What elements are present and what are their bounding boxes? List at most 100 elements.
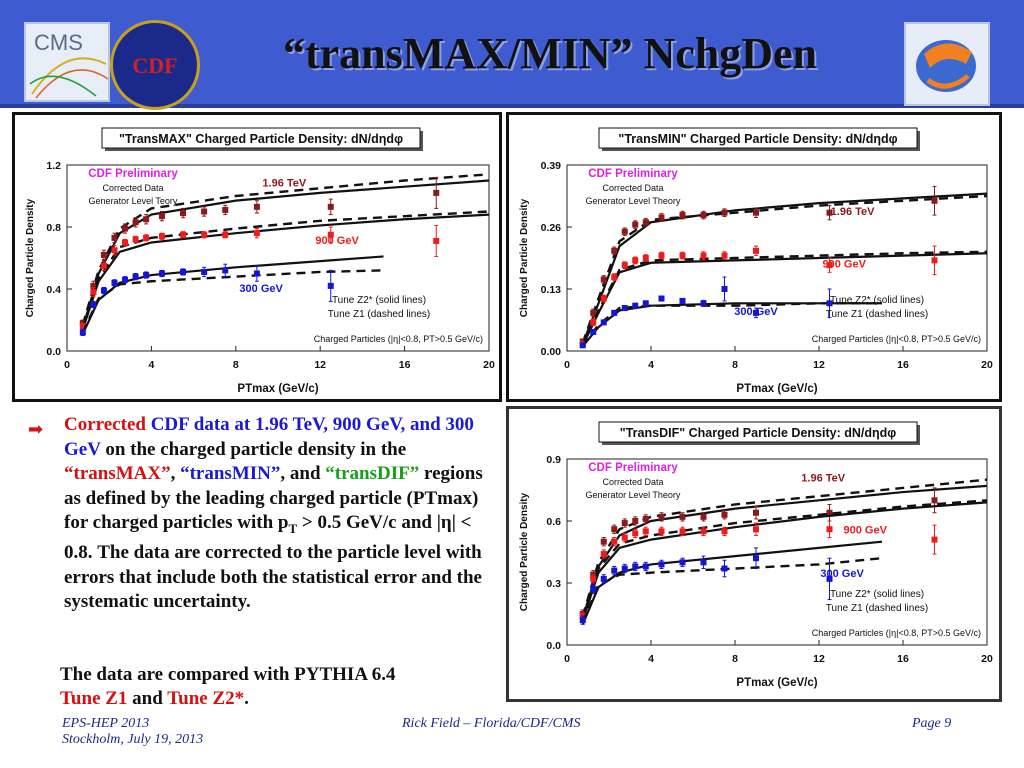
data-point	[611, 309, 618, 316]
data-point	[222, 267, 229, 274]
pythia-end: .	[244, 688, 249, 709]
x-axis-label: PTmax (GeV/c)	[736, 677, 817, 689]
data-point	[679, 559, 686, 566]
data-point	[143, 272, 150, 279]
corrected-data-label: Corrected Data	[602, 477, 663, 487]
energy-label: 300 GeV	[239, 283, 283, 295]
data-point	[122, 239, 129, 246]
data-point	[100, 262, 107, 269]
tune-z1-line	[581, 557, 883, 623]
plot-frame	[566, 458, 988, 646]
bullet-corrected: Corrected	[64, 414, 146, 435]
y-tick-label: 0.0	[46, 346, 61, 358]
data-point	[621, 534, 628, 541]
data-point	[700, 252, 707, 259]
y-tick-label: 0.9	[546, 454, 561, 466]
data-point	[433, 189, 440, 196]
data-point	[600, 319, 607, 326]
bullet-transdif: “transDIF”	[325, 463, 420, 484]
x-tick-label: 4	[148, 359, 154, 371]
x-tick-label: 8	[732, 653, 738, 665]
data-point	[201, 208, 208, 215]
bullet-subscript: T	[288, 520, 298, 536]
data-point	[642, 219, 649, 226]
data-point	[611, 567, 618, 574]
data-point	[600, 295, 607, 302]
data-point	[611, 538, 618, 545]
data-point	[132, 219, 139, 226]
data-point	[590, 586, 597, 593]
x-axis-label: PTmax (GeV/c)	[237, 383, 318, 395]
cdf-preliminary-label: CDF Preliminary	[588, 462, 678, 474]
footer-conference: EPS-HEP 2013 Stockholm, July 19, 2013	[62, 716, 203, 748]
x-tick-label: 12	[813, 653, 825, 665]
energy-label: 1.96 TeV	[262, 178, 306, 190]
data-point	[632, 518, 639, 524]
page-title: “transMAX/MIN” NchgDen	[282, 29, 818, 78]
data-point	[931, 257, 938, 264]
x-tick-label: 0	[564, 653, 570, 665]
data-point	[826, 575, 833, 582]
energy-label: 1.96 TeV	[801, 473, 845, 485]
data-point	[111, 279, 118, 286]
x-tick-label: 8	[233, 359, 239, 371]
data-point	[642, 515, 649, 522]
data-point	[721, 252, 728, 259]
data-point	[721, 209, 728, 216]
tune-z1-line	[581, 250, 988, 346]
x-tick-label: 0	[564, 359, 570, 371]
data-point	[632, 302, 639, 309]
data-point	[180, 210, 187, 217]
data-point	[122, 225, 129, 232]
cms-logo: CMS	[24, 22, 110, 102]
data-point	[826, 509, 833, 516]
data-point	[579, 342, 586, 349]
data-point	[79, 329, 86, 336]
data-point	[111, 247, 118, 254]
cuts-label: Charged Particles (|η|<0.8, PT>0.5 GeV/c…	[314, 334, 483, 344]
data-point	[100, 251, 107, 258]
data-point	[826, 526, 833, 533]
tune-z2-line	[581, 192, 988, 345]
bullet-data-energies: CDF data at 1.96 TeV, 900 GeV, and 300 G…	[64, 414, 474, 460]
data-point	[143, 234, 150, 241]
data-point	[222, 206, 229, 213]
data-point	[700, 559, 707, 566]
data-point	[632, 257, 639, 264]
data-point	[132, 236, 139, 243]
data-point	[721, 511, 728, 518]
footer-place: Stockholm, July 19, 2013	[62, 732, 204, 747]
data-point	[90, 282, 97, 289]
cms-logo-graphic	[29, 57, 108, 99]
data-point	[721, 286, 728, 292]
y-tick-label: 0.00	[541, 346, 562, 358]
generator-theory-label: Generator Level Theory	[586, 490, 681, 500]
data-point	[700, 513, 707, 520]
data-point	[579, 617, 586, 624]
generator-theory-label: Generator Level Teory	[89, 196, 178, 206]
header-divider	[0, 104, 1024, 108]
y-tick-label: 0.6	[546, 516, 561, 528]
data-point	[327, 203, 334, 210]
bullet-transmin: “transMIN”	[180, 463, 281, 484]
pythia-tune-z2: Tune Z2*	[167, 688, 245, 709]
energy-label: 1.96 TeV	[831, 206, 875, 218]
tune-z1-legend: Tune Z1 (dashed lines)	[328, 309, 430, 320]
x-tick-label: 8	[732, 359, 738, 371]
plot-frame	[66, 164, 490, 352]
chart-title: "TransMIN" Charged Particle Density: dN/…	[618, 132, 897, 146]
data-point	[222, 231, 229, 238]
corrected-data-label: Corrected Data	[102, 183, 163, 193]
data-point	[621, 565, 628, 572]
x-tick-label: 4	[648, 653, 654, 665]
x-tick-label: 4	[648, 359, 654, 371]
data-point	[621, 228, 628, 235]
data-point	[700, 300, 707, 307]
data-point	[931, 197, 938, 204]
data-point	[632, 530, 639, 537]
cuts-label: Charged Particles (|η|<0.8, PT>0.5 GeV/c…	[812, 334, 981, 344]
data-point	[753, 526, 759, 533]
footer-author: Rick Field – Florida/CDF/CMS	[402, 716, 581, 731]
x-tick-label: 20	[981, 359, 993, 371]
data-point	[122, 276, 129, 283]
